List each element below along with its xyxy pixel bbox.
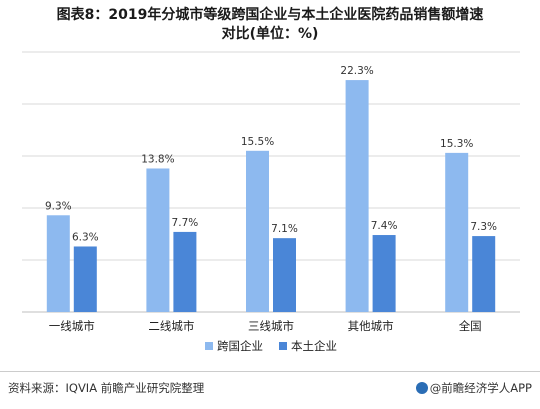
brand-logo-icon xyxy=(415,382,428,394)
bar-multinational xyxy=(445,152,469,312)
bar-multinational xyxy=(46,215,70,312)
data-label: 9.3% xyxy=(45,200,72,212)
bar-domestic xyxy=(472,236,496,312)
data-label: 22.3% xyxy=(340,65,373,77)
bar-multinational xyxy=(146,168,170,312)
brand-text: @前瞻经济学人APP xyxy=(429,381,532,395)
x-tick-label: 一线城市 xyxy=(49,319,95,333)
legend-swatch xyxy=(279,342,287,350)
bar-multinational xyxy=(246,150,269,312)
x-tick-label: 其他城市 xyxy=(348,319,394,333)
bar-multinational xyxy=(345,80,369,312)
footer-divider xyxy=(0,371,540,372)
legend-label: 本土企业 xyxy=(291,339,337,353)
legend-swatch xyxy=(205,342,213,350)
bar-domestic xyxy=(173,231,197,312)
chart-title: 图表8：2019年分城市等级跨国企业与本土企业医院药品销售额增速 对比(单位：%… xyxy=(0,6,540,44)
data-label: 7.3% xyxy=(470,221,497,233)
bar-chart: 9.3% 6.3% 一线城市 13.8% 7.7% 二线城市 15.5% 7.1% 三线城市 22… xyxy=(22,51,520,353)
bar-domestic xyxy=(73,246,97,312)
data-label: 7.7% xyxy=(172,217,199,229)
x-tick-label: 全国 xyxy=(459,319,482,333)
bar-domestic xyxy=(372,235,396,312)
data-label: 15.3% xyxy=(440,138,473,150)
title-line-2: 对比(单位：%) xyxy=(221,26,319,42)
brand-credit: @前瞻经济学人APP xyxy=(415,380,532,396)
title-line-1: 图表8：2019年分城市等级跨国企业与本土企业医院药品销售额增速 xyxy=(56,7,484,23)
source-note: 资料来源：IQVIA 前瞻产业研究院整理 xyxy=(8,381,205,395)
data-label: 6.3% xyxy=(72,231,99,243)
x-tick-label: 二线城市 xyxy=(148,319,194,333)
x-tick-label: 三线城市 xyxy=(248,319,294,333)
legend-label: 跨国企业 xyxy=(217,339,263,353)
data-label: 15.5% xyxy=(241,136,274,148)
data-label: 7.1% xyxy=(271,223,298,235)
data-label: 13.8% xyxy=(141,153,174,165)
data-label: 7.4% xyxy=(371,220,398,232)
bar-domestic xyxy=(273,238,296,312)
